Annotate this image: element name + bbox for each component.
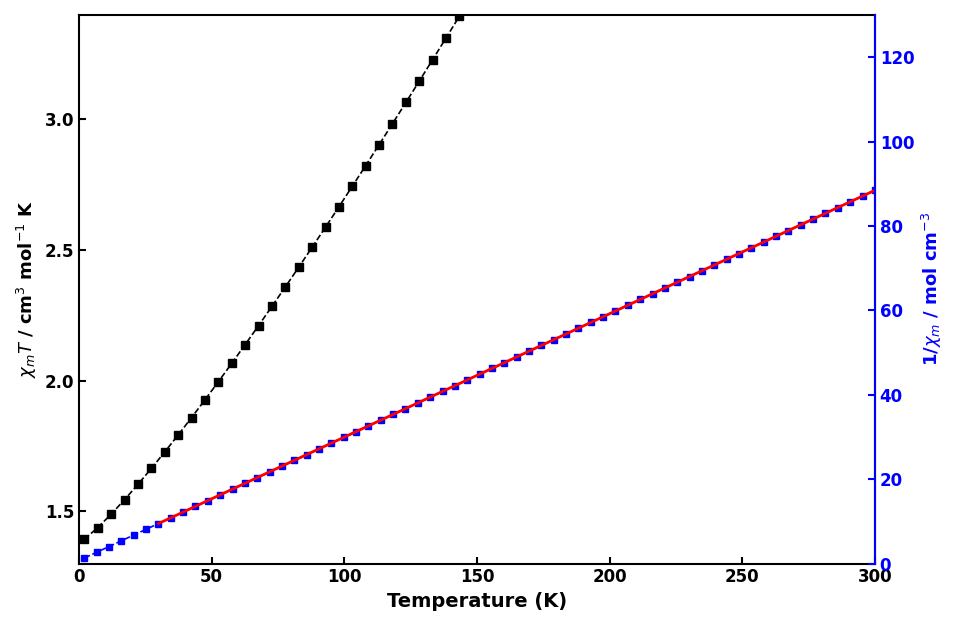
X-axis label: Temperature (K): Temperature (K)	[386, 592, 567, 611]
Y-axis label: $\chi_m T$ / cm$^3$ mol$^{-1}$ K: $\chi_m T$ / cm$^3$ mol$^{-1}$ K	[15, 200, 39, 378]
Y-axis label: 1/$\chi_m$ / mol cm$^{-3}$: 1/$\chi_m$ / mol cm$^{-3}$	[920, 212, 944, 366]
